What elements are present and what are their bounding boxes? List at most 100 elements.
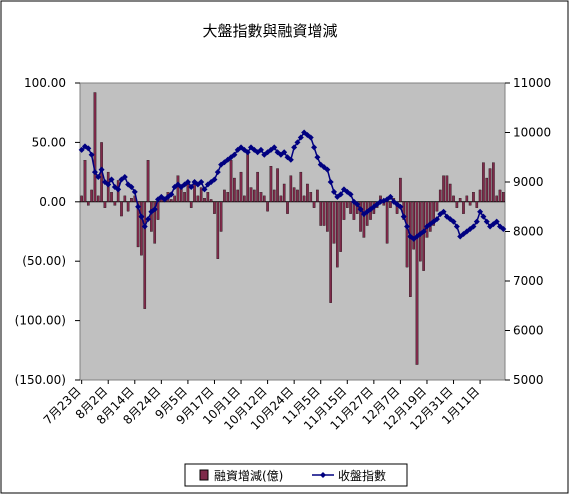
bar [342,201,346,220]
index-marker [145,216,152,223]
index-marker [500,226,507,233]
bar [312,201,316,208]
bar [462,201,465,214]
index-marker [281,149,288,156]
y-tick-label: 0.00 [39,195,66,209]
bar [206,192,210,202]
bar [319,201,323,226]
index-marker [184,179,191,185]
index-marker [108,176,115,183]
bar [86,201,90,206]
index-marker [105,181,112,188]
index-marker [287,156,294,163]
bar [458,198,462,202]
bar [279,195,283,202]
bar [229,160,233,202]
index-marker [331,188,338,195]
index-marker [291,144,298,151]
bar [243,195,246,202]
bar [96,195,100,202]
bar [309,192,313,202]
index-marker [168,191,175,198]
bar [183,192,186,202]
bar [336,201,339,268]
bar [345,201,349,208]
bar [272,189,276,202]
y-tick-label: (150.00) [15,373,66,387]
bar [502,192,505,202]
bar [299,171,303,202]
bar [209,199,213,202]
bar [246,154,249,202]
bar [326,201,329,232]
bar [389,201,392,208]
bar [322,201,326,226]
bar [80,195,83,202]
y2-tick-label: 5000 [513,373,544,387]
bar [329,201,332,303]
index-marker [271,144,278,151]
bar [468,201,472,206]
bar [123,195,127,202]
y2-tick-label: 8000 [513,225,544,239]
bar [189,201,193,208]
index-marker [294,139,301,146]
index-marker [88,151,95,158]
bar [452,195,455,202]
bar [292,187,296,202]
bar [269,166,273,202]
index-marker [307,134,314,141]
bar [176,175,180,202]
bar [425,201,429,238]
index-marker [480,213,487,220]
bar [199,187,203,202]
bar [83,160,87,202]
index-marker [324,166,331,173]
index-marker [121,174,128,181]
index-marker [450,218,457,225]
index-marker [257,146,264,153]
index-marker [141,223,148,230]
bar [475,201,479,208]
bar [385,201,389,244]
index-marker [98,166,105,173]
bar [455,201,459,208]
index-marker [231,151,238,158]
bar [306,183,309,202]
index-marker [314,154,321,161]
bar [432,201,435,226]
bar [249,187,253,202]
bar [239,171,243,202]
y2-tick-label: 10000 [513,126,551,140]
bar [93,92,97,202]
legend-swatch [199,469,209,481]
bar [216,201,220,259]
index-marker [404,223,411,230]
bar [412,201,416,250]
bar [219,201,223,232]
index-marker [327,179,334,185]
index-marker [115,186,122,193]
index-marker [198,179,205,185]
bar [498,189,502,202]
bar [130,198,133,202]
bar [140,201,143,256]
index-marker [453,223,460,230]
bar [495,195,499,202]
bar [438,189,442,202]
bar [405,201,409,268]
bar [276,168,279,202]
bar [120,201,123,217]
legend-label: 收盤指數 [338,468,386,483]
bar [196,195,200,202]
index-marker [357,206,364,213]
index-marker [420,228,427,235]
bar [302,195,306,202]
bar [359,201,362,232]
bar [146,160,150,202]
bar [296,189,299,202]
index-marker [483,218,490,225]
bar [435,201,439,212]
index-marker [128,183,135,190]
index-marker [311,144,318,151]
